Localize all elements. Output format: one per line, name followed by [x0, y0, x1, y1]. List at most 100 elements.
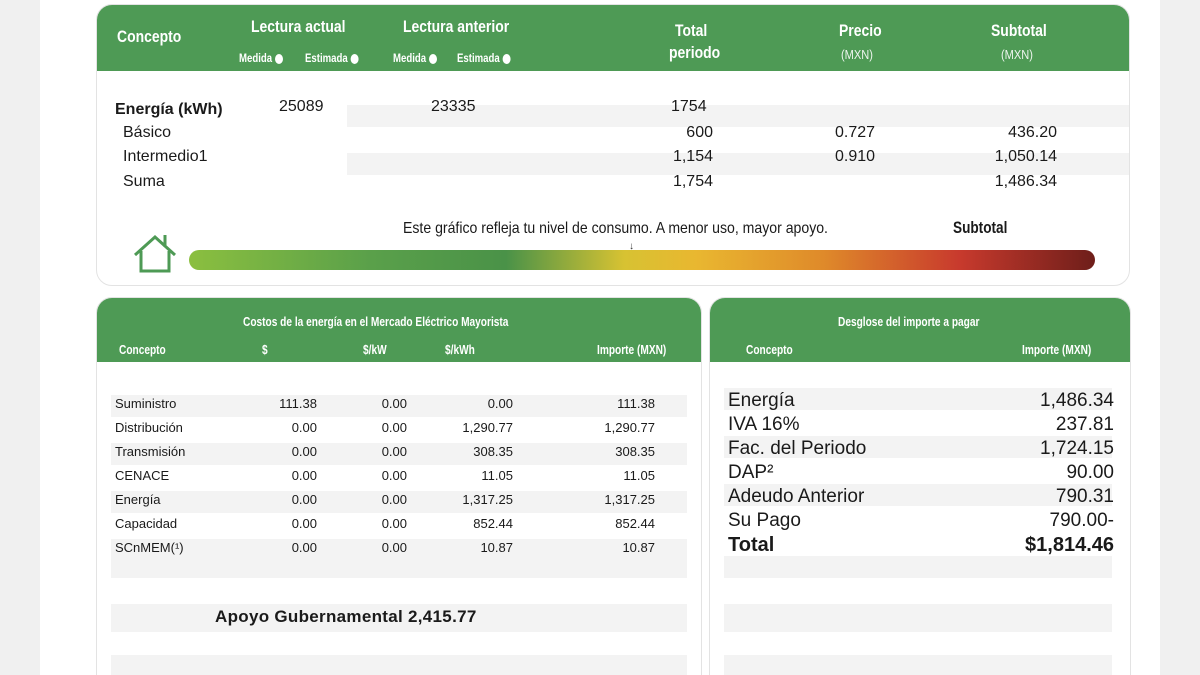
row-suma-label: Suma [123, 173, 165, 190]
costos-cell-importe: 308.35 [615, 444, 655, 459]
costos-cell-per-kwh: 1,290.77 [462, 420, 513, 435]
header-subtotal-unit: (MXN) [1001, 47, 1033, 62]
col-pesos: $ [262, 342, 268, 357]
costos-cell-pesos: 0.00 [291, 468, 317, 483]
gauge-subtotal-label: Subtotal [953, 218, 1008, 237]
row-stripe [724, 436, 1112, 458]
desglose-cell-concepto: Adeudo Anterior [728, 486, 865, 507]
header-estimada-anterior: Estimada [457, 51, 511, 65]
row-basico-subtotal: 436.20 [1008, 124, 1057, 141]
costos-cell-importe: 1,290.77 [604, 420, 655, 435]
costos-cell-concepto: CENACE [115, 468, 170, 483]
col-concepto: Concepto [119, 342, 166, 357]
desglose-col-concepto: Concepto [746, 342, 793, 357]
row-suma-total: 1,754 [672, 173, 713, 190]
costos-cell-pesos: 0.00 [291, 420, 317, 435]
header-precio-unit: (MXN) [841, 47, 873, 62]
desglose-cell-concepto: Energía [728, 390, 795, 411]
costos-panel: Costos de la energía en el Mercado Eléct… [96, 297, 702, 675]
col-per-kwh: $/kWh [445, 342, 475, 357]
costos-cell-per-kwh: 10.87 [480, 540, 513, 555]
row-stripe [724, 655, 1112, 675]
costos-cell-per-kw: 0.00 [381, 540, 407, 555]
header-periodo: periodo [669, 43, 721, 62]
row-stripe [347, 153, 1129, 175]
desglose-title: Desglose del importe a pagar [838, 314, 980, 329]
header-lectura-actual: Lectura actual [251, 17, 346, 36]
total-periodo-value: 1754 [671, 98, 707, 115]
costos-header: Costos de la energía en el Mercado Eléct… [97, 298, 701, 362]
desglose-cell-concepto: IVA 16% [728, 414, 800, 435]
row-stripe [724, 556, 1112, 578]
row-stripe [724, 604, 1112, 632]
desglose-panel: Desglose del importe a pagar Concepto Im… [709, 297, 1131, 675]
costos-cell-concepto: Energía [115, 492, 161, 507]
costos-cell-importe: 111.38 [617, 396, 655, 411]
costos-cell-concepto: SCnMEM(¹) [115, 540, 184, 555]
total-value: $1,814.46 [1025, 534, 1114, 556]
header-subtotal: Subtotal [991, 21, 1047, 40]
costos-cell-per-kw: 0.00 [381, 420, 407, 435]
radio-dot-icon [429, 53, 438, 64]
costos-cell-pesos: 0.00 [291, 540, 317, 555]
medida-label: Medida [393, 51, 427, 65]
lectura-actual-value: 25089 [279, 98, 324, 115]
costos-cell-pesos: 111.38 [279, 396, 317, 411]
row-stripe [347, 105, 1129, 127]
desglose-cell-concepto: Su Pago [728, 510, 801, 531]
costos-cell-per-kw: 0.00 [381, 468, 407, 483]
apoyo-gubernamental: Apoyo Gubernamental 2,415.77 [215, 607, 477, 626]
costos-cell-per-kwh: 308.35 [473, 444, 513, 459]
costos-cell-per-kw: 0.00 [381, 396, 407, 411]
row-stripe [724, 388, 1112, 410]
desglose-cell-importe: 790.00- [1049, 510, 1114, 531]
apoyo-stripe [111, 604, 687, 632]
costos-cell-pesos: 0.00 [291, 444, 317, 459]
desglose-cell-concepto: Fac. del Periodo [728, 438, 867, 459]
costos-cell-concepto: Suministro [115, 396, 177, 411]
total-label: Total [728, 534, 775, 556]
row-stripe [111, 395, 687, 417]
costos-cell-pesos: 0.00 [291, 516, 317, 531]
energia-label: Energía (kWh) [115, 101, 223, 118]
desglose-cell-importe: 90.00 [1066, 462, 1114, 483]
header-total: Total [675, 21, 708, 40]
costos-cell-per-kwh: 11.05 [481, 468, 513, 483]
header-medida-anterior: Medida [393, 51, 438, 65]
row-stripe [111, 491, 687, 513]
header-medida-actual: Medida [239, 51, 284, 65]
row-intermedio-precio: 0.910 [835, 148, 876, 165]
consumption-gauge [189, 250, 1095, 270]
consumo-description: Este gráfico refleja tu nivel de consumo… [403, 220, 828, 237]
costos-cell-per-kw: 0.00 [381, 444, 407, 459]
consumption-header: Concepto Lectura actual Medida Estimada … [97, 5, 1129, 71]
radio-dot-icon [502, 53, 511, 64]
row-stripe [111, 655, 687, 675]
costos-cell-per-kw: 0.00 [381, 492, 407, 507]
costos-title: Costos de la energía en el Mercado Eléct… [243, 314, 509, 329]
desglose-cell-importe: 1,486.34 [1040, 390, 1114, 411]
radio-dot-icon [275, 53, 284, 64]
desglose-cell-importe: 1,724.15 [1040, 438, 1114, 459]
house-icon [133, 234, 177, 273]
medida-label: Medida [239, 51, 273, 65]
lectura-anterior-value: 23335 [431, 98, 476, 115]
header-concepto: Concepto [117, 27, 182, 46]
desglose-header: Desglose del importe a pagar Concepto Im… [710, 298, 1130, 362]
row-intermedio-label: Intermedio1 [123, 148, 208, 165]
costos-cell-per-kwh: 1,317.25 [462, 492, 513, 507]
costos-cell-per-kw: 0.00 [381, 516, 407, 531]
row-basico-label: Básico [123, 124, 172, 141]
gauge-pointer-icon: ↓ [628, 241, 634, 252]
row-intermedio-total: 1,154 [672, 148, 713, 165]
row-basico-total: 600 [686, 124, 713, 141]
row-intermedio-subtotal: 1,050.14 [994, 148, 1057, 165]
costos-cell-importe: 10.87 [622, 540, 655, 555]
costos-cell-concepto: Capacidad [115, 516, 178, 531]
desglose-cell-concepto: DAP² [728, 462, 774, 483]
desglose-cell-importe: 790.31 [1055, 486, 1114, 507]
consumption-panel: Concepto Lectura actual Medida Estimada … [96, 4, 1130, 286]
header-precio: Precio [839, 21, 882, 40]
costos-cell-per-kwh: 852.44 [473, 516, 513, 531]
costos-cell-importe: 1,317.25 [604, 492, 655, 507]
